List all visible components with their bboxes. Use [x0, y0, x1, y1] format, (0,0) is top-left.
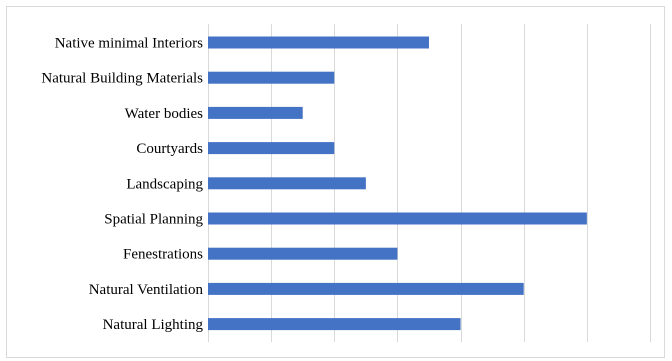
category-label: Fenestrations — [123, 247, 203, 263]
bar — [208, 247, 398, 260]
category-label: Landscaping — [126, 176, 203, 192]
category-label: Courtyards — [136, 141, 203, 157]
bars — [208, 36, 587, 331]
bar — [208, 36, 429, 49]
category-label: Natural Ventilation — [89, 282, 204, 298]
bar — [208, 318, 461, 331]
category-label: Spatial Planning — [104, 212, 203, 228]
bar — [208, 142, 335, 155]
bar — [208, 282, 524, 295]
bar — [208, 177, 366, 190]
category-label: Natural Lighting — [103, 317, 204, 333]
category-label: Natural Building Materials — [41, 71, 203, 87]
bar — [208, 71, 335, 84]
category-label: Water bodies — [125, 106, 204, 122]
bar — [208, 212, 587, 225]
bar — [208, 106, 303, 119]
category-labels: Native minimal Interiors Natural Building… — [41, 36, 203, 334]
category-label: Native minimal Interiors — [55, 36, 203, 52]
